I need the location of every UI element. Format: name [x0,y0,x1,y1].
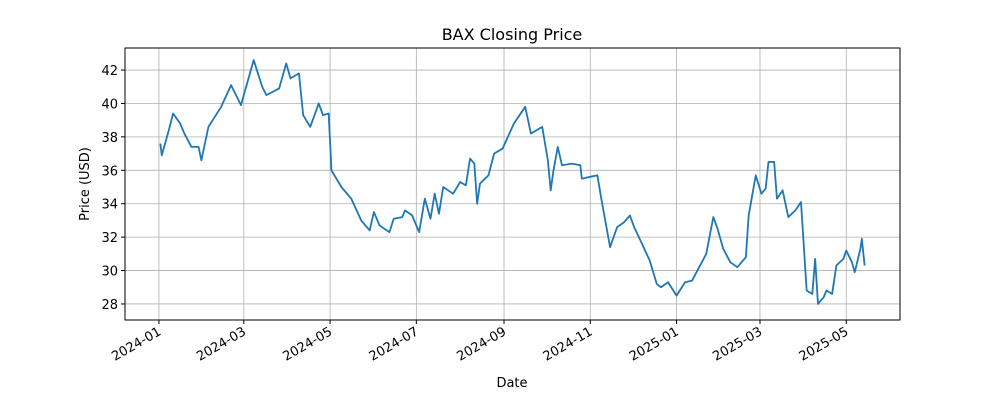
y-tick-label: 36 [101,164,118,179]
y-tick-label: 42 [101,64,118,79]
x-tick-label: 2024-09 [454,324,509,364]
x-tick-label: 2025-05 [797,324,852,364]
x-tick-label: 2024-11 [541,324,596,364]
y-tick-label: 40 [101,97,118,112]
x-tick-label: 2024-07 [367,324,422,364]
x-axis-label: Date [496,376,527,391]
x-tick-label: 2025-03 [710,324,765,364]
y-tick-label: 32 [101,231,118,246]
y-axis-label: Price (USD) [78,147,93,221]
y-tick-label: 34 [101,198,118,213]
chart-title: BAX Closing Price [442,25,583,44]
x-tick-label: 2024-01 [109,324,164,364]
y-tick-label: 28 [101,298,118,313]
y-tick-label: 38 [101,131,118,146]
plot-frame [124,47,901,321]
x-tick-label: 2024-03 [194,324,249,364]
x-tick-label: 2025-01 [627,324,682,364]
y-tick-label: 30 [101,265,118,280]
x-tick-label: 2024-05 [281,324,336,364]
price-line [159,59,866,305]
